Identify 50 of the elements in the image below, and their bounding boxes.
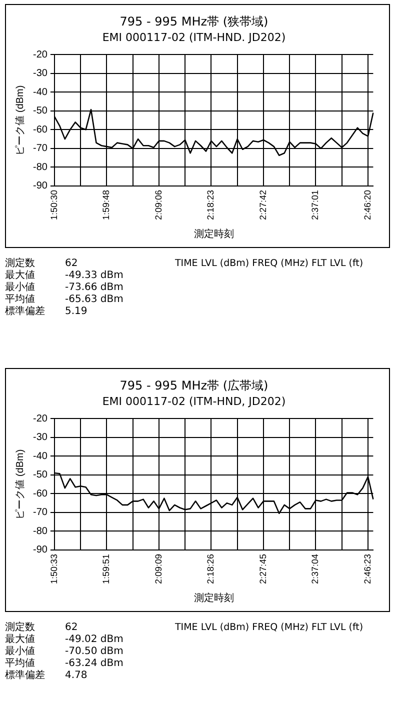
- text: 測定数 62: [5, 622, 78, 633]
- x-tick-label: 2:09:06: [153, 190, 164, 220]
- text: 最大値 -49.33 dBm: [5, 270, 124, 281]
- text: 平均値 -63.24 dBm: [5, 658, 124, 669]
- x-tick-label: 2:46:23: [362, 554, 372, 584]
- x-axis-title: 測定時刻: [194, 592, 234, 604]
- y-tick-label: -30: [33, 432, 48, 444]
- y-tick-label: -40: [33, 86, 48, 98]
- y-tick-label: -50: [33, 470, 48, 481]
- y-tick-label: -70: [33, 507, 48, 518]
- text: 測定数 62: [5, 258, 78, 269]
- x-tick-label: 2:46:20: [362, 190, 372, 220]
- x-tick-label: 1:50:33: [48, 554, 59, 584]
- x-tick-label: 1:59:51: [101, 554, 112, 584]
- text: 最小値 -70.50 dBm: [5, 646, 124, 657]
- x-tick-label: 2:37:01: [310, 190, 320, 220]
- y-tick-label: -30: [33, 68, 48, 80]
- y-axis-title: ピーク値 (dBm): [14, 85, 26, 156]
- x-tick-label: 2:09:09: [153, 554, 164, 584]
- y-tick-label: -60: [33, 488, 48, 500]
- x-tick-label: 2:18:26: [206, 554, 216, 584]
- x-axis-title: 測定時刻: [194, 228, 234, 240]
- y-tick-label: -90: [33, 180, 48, 192]
- text: 標準偏差 5.19: [5, 306, 88, 317]
- text: TIME LVL (dBm) FREQ (MHz) FLT LVL (ft): [174, 258, 364, 271]
- y-tick-label: -70: [33, 143, 48, 154]
- y-tick-label: -50: [33, 106, 48, 117]
- chart-title: 795 - 995 MHz帯 (狭帯域): [120, 14, 268, 28]
- y-tick-label: -90: [33, 544, 48, 556]
- x-tick-label: 2:27:45: [258, 554, 268, 584]
- y-tick-label: -80: [33, 162, 48, 173]
- text: 平均値 -65.63 dBm: [5, 294, 124, 305]
- text: TIME LVL (dBm) FREQ (MHz) FLT LVL (ft): [174, 622, 364, 635]
- text: 最大値 -49.02 dBm: [5, 634, 124, 645]
- text: 最小値 -73.66 dBm: [5, 282, 124, 293]
- y-axis-title: ピーク値 (dBm): [14, 449, 26, 520]
- y-tick-label: -20: [33, 413, 48, 424]
- x-tick-label: 2:37:04: [310, 554, 320, 584]
- x-tick-label: 2:27:42: [258, 190, 268, 220]
- x-tick-label: 1:59:48: [101, 190, 112, 220]
- x-tick-label: 1:50:30: [48, 190, 59, 220]
- chart-subtitle: EMI 000117-02 (ITM-HND. JD202): [102, 30, 286, 44]
- y-tick-label: -80: [33, 526, 48, 537]
- chart-title: 795 - 995 MHz帯 (広帯域): [120, 378, 268, 392]
- chart-subtitle: EMI 000117-02 (ITM-HND, JD202): [102, 394, 286, 408]
- x-tick-label: 2:18:23: [206, 190, 216, 220]
- y-tick-label: -20: [33, 49, 48, 60]
- y-tick-label: -60: [33, 124, 48, 136]
- text: 標準偏差 4.78: [5, 670, 88, 681]
- y-tick-label: -40: [33, 450, 48, 462]
